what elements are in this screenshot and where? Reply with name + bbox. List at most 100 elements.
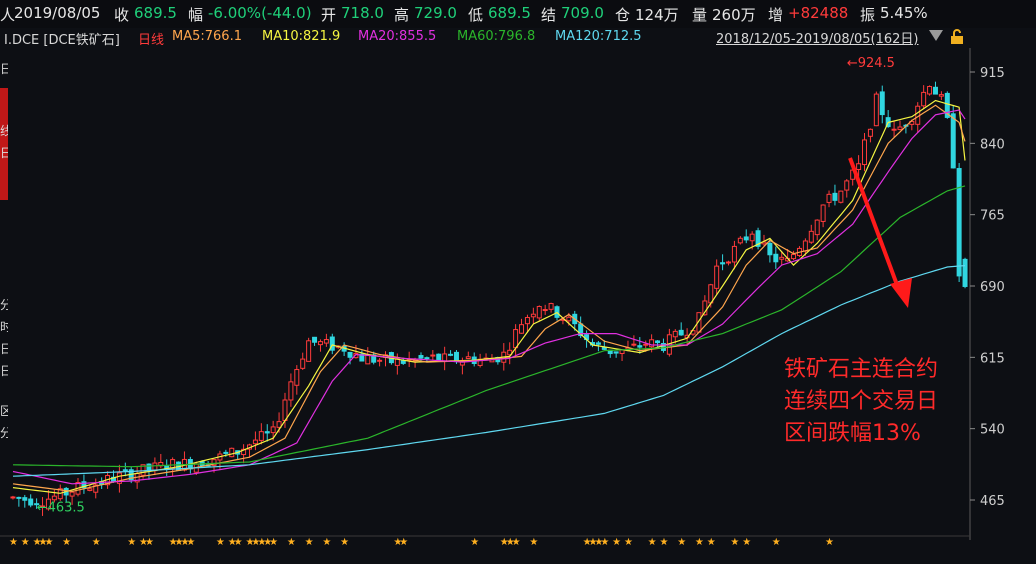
- signal-star-marker: ★: [322, 537, 331, 548]
- left-side-tabs: 日 线 日 分 时 日 日 区 分: [0, 48, 8, 564]
- signal-star-marker: ★: [9, 537, 18, 548]
- candle-body: [879, 91, 885, 116]
- candle-body: [418, 355, 424, 359]
- candle-body: [507, 349, 513, 356]
- candle-body: [927, 86, 933, 95]
- annotation-line: 连续四个交易日: [784, 389, 939, 414]
- signal-star-marker: ★: [228, 537, 237, 548]
- candle-body: [359, 353, 365, 362]
- annotation-arrow-head: [890, 278, 912, 308]
- signal-star-marker: ★: [506, 537, 515, 548]
- candle-body: [10, 496, 16, 499]
- chevron-down-icon[interactable]: [929, 30, 943, 41]
- candle-body: [400, 360, 406, 364]
- amp-label: 振: [860, 6, 876, 24]
- candle-body: [761, 241, 767, 245]
- side-tab-1[interactable]: 日: [0, 62, 8, 76]
- signal-star-marker: ★: [588, 537, 597, 548]
- active-tab-marker[interactable]: [0, 88, 8, 200]
- ma-legend-bar: I.DCE [DCE铁矿石] 日线 MA5:766.1 MA10:821.9 M…: [0, 28, 1036, 48]
- candle-body: [448, 353, 454, 356]
- amp-value: 5.45%: [880, 4, 928, 22]
- annotation-line: 铁矿石主连合约: [784, 357, 939, 382]
- ma5-line: [12, 99, 966, 494]
- signal-star-marker: ★: [730, 537, 739, 548]
- open-value: 718.0: [341, 4, 384, 22]
- candle-body: [93, 484, 99, 493]
- vol-label: 量: [692, 6, 708, 24]
- candle-body: [306, 340, 312, 362]
- header-left-fragment: 人: [0, 6, 16, 24]
- signal-star-marker: ★: [62, 537, 71, 548]
- open-label: 开: [321, 6, 337, 24]
- signal-star-marker: ★: [127, 537, 136, 548]
- side-tab-9[interactable]: 分: [0, 426, 8, 440]
- signal-star-marker: ★: [393, 537, 402, 548]
- settle-label: 结: [541, 6, 557, 24]
- oi-value: 124万: [635, 6, 679, 24]
- signal-star-marker: ★: [512, 537, 521, 548]
- signal-star-marker: ★: [180, 537, 189, 548]
- candle-body: [767, 242, 773, 256]
- candle-body: [436, 353, 442, 361]
- candle-body: [702, 300, 708, 316]
- date-range-label[interactable]: 2018/12/05-2019/08/05(162日): [716, 32, 919, 47]
- candle-body: [749, 233, 755, 242]
- signal-star-marker: ★: [257, 537, 266, 548]
- candle-body: [873, 93, 879, 127]
- candle-body: [241, 448, 247, 456]
- candle-body: [264, 431, 270, 434]
- signal-star-marker: ★: [470, 537, 479, 548]
- side-tab-2[interactable]: 线: [0, 124, 8, 138]
- candle-body: [755, 230, 761, 247]
- candle-body: [270, 426, 276, 434]
- candle-body: [465, 356, 471, 359]
- candle-body: [613, 351, 619, 354]
- candle-body: [548, 303, 554, 310]
- candle-body: [536, 306, 542, 319]
- signal-star-marker: ★: [624, 537, 633, 548]
- settle-value: 709.0: [561, 4, 604, 22]
- candle-body: [720, 262, 726, 265]
- candle-body: [643, 343, 649, 346]
- candle-body: [944, 92, 950, 118]
- side-tab-8[interactable]: 区: [0, 404, 8, 418]
- candle-body: [300, 358, 306, 369]
- candle-body: [519, 324, 525, 334]
- candle-body: [743, 236, 749, 241]
- candle-body: [921, 91, 927, 107]
- signal-star-marker: ★: [825, 537, 834, 548]
- candle-body: [524, 317, 530, 325]
- side-tab-4[interactable]: 分: [0, 298, 8, 312]
- signal-star-marker: ★: [186, 537, 195, 548]
- side-tab-5[interactable]: 时: [0, 320, 8, 334]
- period-label[interactable]: 日线: [138, 33, 165, 48]
- candle-body: [211, 459, 217, 466]
- candle-body: [897, 126, 903, 130]
- signal-star-marker: ★: [92, 537, 101, 548]
- candle-body: [530, 313, 536, 318]
- y-tick-label: 690: [980, 280, 1005, 295]
- lock-icon[interactable]: [949, 29, 965, 45]
- signal-star-marker: ★: [600, 537, 609, 548]
- candle-body: [844, 180, 850, 191]
- signal-star-marker: ★: [707, 537, 716, 548]
- signal-star-marker: ★: [246, 537, 255, 548]
- candle-body: [649, 339, 655, 348]
- signal-star-marker: ★: [742, 537, 751, 548]
- oi-label: 仓: [615, 6, 631, 24]
- quote-header: 人 2019/08/05 收 689.5 幅 -6.00%(-44.0) 开 7…: [0, 0, 1036, 28]
- side-tab-7[interactable]: 日: [0, 364, 8, 378]
- annotation-arrow-shaft: [848, 157, 902, 294]
- candle-body: [619, 349, 625, 355]
- side-tab-3[interactable]: 日: [0, 146, 8, 160]
- signal-star-marker: ★: [44, 537, 53, 548]
- annotation-text: 铁矿石主连合约 连续四个交易日 区间跌幅13%: [784, 354, 938, 450]
- symbol-label[interactable]: I.DCE [DCE铁矿石]: [4, 33, 120, 48]
- candle-body: [146, 463, 152, 471]
- signal-star-marker: ★: [695, 537, 704, 548]
- side-tab-6[interactable]: 日: [0, 342, 8, 356]
- signal-star-marker: ★: [251, 537, 260, 548]
- candle-body: [938, 94, 944, 97]
